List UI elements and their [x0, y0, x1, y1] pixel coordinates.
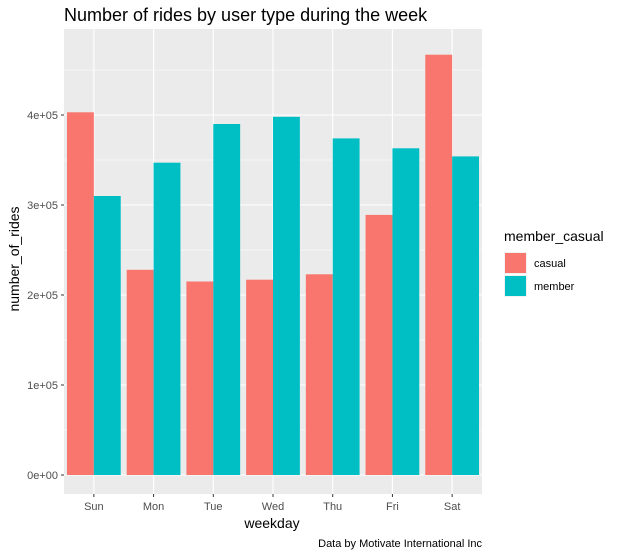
bar-member-sun — [93, 196, 121, 475]
legend-swatch-member — [505, 276, 526, 296]
bar-casual-sun — [66, 112, 94, 476]
bar-member-wed — [273, 116, 300, 476]
bar-member-tue — [213, 124, 241, 475]
bar-member-fri — [392, 148, 420, 476]
x-axis: Sun Mon Tue Wed Thu Fri Sat — [84, 494, 460, 513]
x-tick-label: Thu — [323, 501, 342, 513]
x-tick-label: Mon — [143, 501, 164, 513]
chart-title: Number of rides by user type during the … — [64, 5, 428, 25]
bar-member-sat — [452, 156, 480, 475]
legend: member_casual casual member — [504, 228, 604, 297]
legend-label-casual: casual — [534, 258, 566, 270]
y-tick-label: 0e+00 — [27, 470, 58, 482]
bar-casual-fri — [365, 214, 393, 475]
bar-casual-sat — [425, 54, 453, 475]
x-axis-title: weekday — [243, 515, 299, 531]
y-axis: 0e+00 1e+05 2e+05 3e+05 4e+05 — [27, 110, 64, 482]
y-tick-label: 2e+05 — [27, 290, 58, 302]
bar-casual-tue — [186, 281, 214, 475]
x-tick-label: Tue — [204, 501, 223, 513]
caption: Data by Motivate International Inc — [318, 538, 482, 550]
legend-title: member_casual — [504, 228, 604, 244]
x-tick-label: Fri — [386, 501, 399, 513]
y-tick-label: 1e+05 — [27, 380, 58, 392]
bar-member-mon — [153, 162, 181, 475]
y-tick-label: 4e+05 — [27, 110, 58, 122]
legend-swatch-casual — [505, 253, 526, 273]
bar-member-thu — [332, 138, 360, 475]
y-axis-title: number_of_rides — [6, 206, 22, 311]
bar-casual-mon — [126, 269, 154, 475]
x-tick-label: Wed — [262, 501, 284, 513]
x-tick-label: Sat — [444, 501, 461, 513]
legend-label-member: member — [534, 281, 575, 293]
bar-casual-wed — [246, 279, 273, 475]
x-tick-label: Sun — [84, 501, 104, 513]
bars — [66, 54, 480, 476]
y-tick-label: 3e+05 — [27, 200, 58, 212]
bar-casual-thu — [305, 274, 333, 475]
